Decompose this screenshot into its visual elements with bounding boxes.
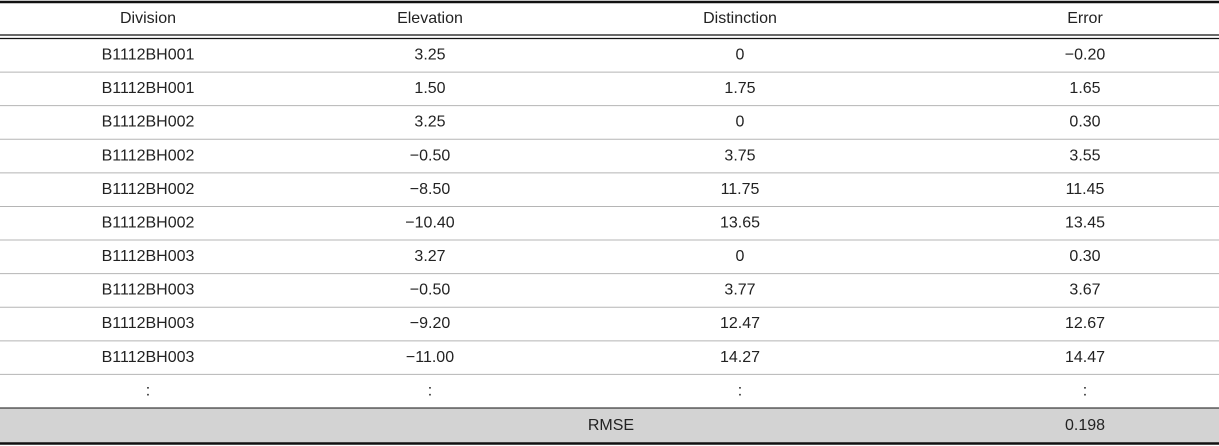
cell: B1112BH001 xyxy=(102,80,195,97)
cell: −10.40 xyxy=(405,214,454,231)
cell: B1112BH002 xyxy=(102,114,195,131)
cell: B1112BH003 xyxy=(102,349,195,366)
cell: −0.20 xyxy=(1065,47,1106,64)
cell: 13.65 xyxy=(720,214,760,231)
cell: −0.50 xyxy=(410,147,451,164)
cell: B1112BH002 xyxy=(102,147,195,164)
cell: −9.20 xyxy=(410,315,451,332)
cell: : xyxy=(738,382,742,399)
cell: 3.25 xyxy=(414,114,445,131)
header-cell: Distinction xyxy=(703,10,777,27)
cell: 3.67 xyxy=(1069,282,1100,299)
cell: −8.50 xyxy=(410,181,451,198)
cell: 0 xyxy=(736,248,745,265)
cell: 14.47 xyxy=(1065,349,1105,366)
cell: 11.45 xyxy=(1066,181,1105,198)
cell: 14.27 xyxy=(720,349,760,366)
cell: 0 xyxy=(736,47,745,64)
cell: B1112BH002 xyxy=(102,214,195,231)
cell: 3.25 xyxy=(414,47,445,64)
cell: −0.50 xyxy=(410,282,451,299)
cell: B1112BH003 xyxy=(102,282,195,299)
cell: B1112BH003 xyxy=(102,315,195,332)
cell: 3.27 xyxy=(414,248,445,265)
header-cell: Elevation xyxy=(397,10,463,27)
cell: 0.30 xyxy=(1069,114,1100,131)
cell: 3.75 xyxy=(724,147,755,164)
footer-label: RMSE xyxy=(588,417,634,434)
cell: : xyxy=(146,382,150,399)
cell: : xyxy=(1083,382,1087,399)
cell: 1.65 xyxy=(1069,80,1100,97)
cell: 0 xyxy=(736,114,745,131)
footer-background xyxy=(0,408,1219,443)
cell: −11.00 xyxy=(406,349,454,366)
cell: 1.50 xyxy=(414,80,445,97)
cell: 3.55 xyxy=(1069,147,1100,164)
cell: 3.77 xyxy=(724,282,755,299)
cell: 12.47 xyxy=(720,315,760,332)
cell: : xyxy=(428,382,432,399)
header-cell: Error xyxy=(1067,10,1103,27)
cell: 12.67 xyxy=(1065,315,1105,332)
cell: 0.30 xyxy=(1069,248,1100,265)
header-cell: Division xyxy=(120,10,176,27)
cell: B1112BH001 xyxy=(102,47,195,64)
cell: B1112BH003 xyxy=(102,248,195,265)
cell: 11.75 xyxy=(721,181,760,198)
cell: B1112BH002 xyxy=(102,181,195,198)
cell: 1.75 xyxy=(724,80,755,97)
footer-value: 0.198 xyxy=(1065,417,1105,434)
cell: 13.45 xyxy=(1065,214,1105,231)
